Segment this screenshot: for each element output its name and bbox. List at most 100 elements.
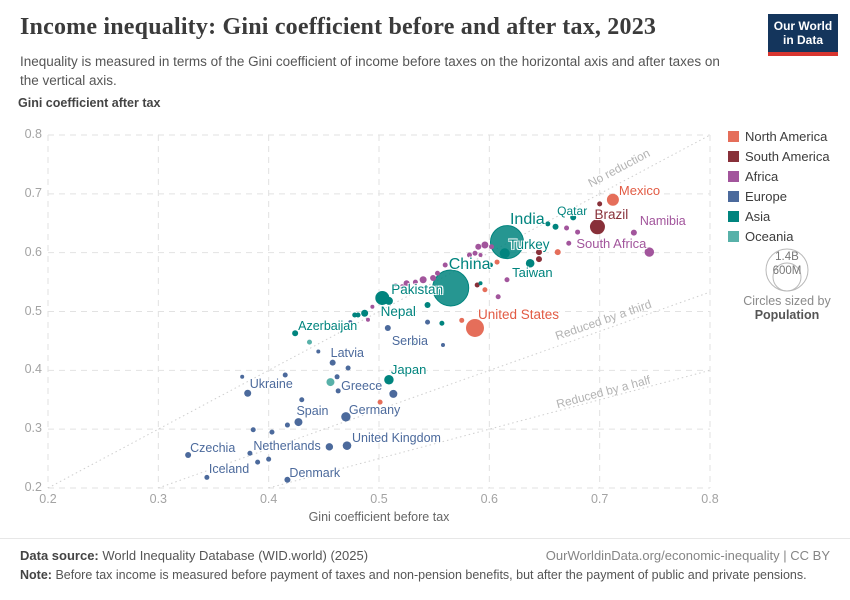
data-point-asia[interactable]	[424, 302, 431, 309]
data-point-europe[interactable]	[316, 349, 321, 354]
data-point-iceland[interactable]	[204, 474, 210, 480]
data-point-taiwan[interactable]	[525, 258, 535, 268]
data-point-azerbaijan[interactable]	[292, 330, 299, 337]
data-point-asia[interactable]	[439, 320, 445, 326]
owid-credit-link[interactable]: OurWorldinData.org/economic-inequality |…	[545, 548, 830, 563]
legend-item-africa[interactable]: Africa	[728, 169, 830, 184]
country-label-denmark[interactable]: Denmark	[289, 465, 341, 480]
country-label-namibia[interactable]: Namibia	[639, 213, 686, 228]
country-label-united-kingdom[interactable]: United Kingdom	[352, 430, 441, 445]
data-point-china[interactable]	[432, 269, 470, 307]
data-point-europe[interactable]	[299, 397, 305, 403]
data-point-europe[interactable]	[240, 374, 245, 379]
data-point-africa[interactable]	[489, 244, 495, 250]
country-label-india[interactable]: India	[509, 211, 545, 229]
data-point-north-america[interactable]	[482, 287, 488, 293]
data-point-africa[interactable]	[504, 277, 510, 283]
country-label-czechia[interactable]: Czechia	[190, 441, 236, 456]
data-point-north-america[interactable]	[494, 259, 500, 265]
data-point-europe[interactable]	[250, 427, 256, 433]
country-label-japan[interactable]: Japan	[390, 361, 427, 377]
country-label-germany[interactable]: Germany	[348, 402, 401, 417]
data-point-nepal[interactable]	[361, 309, 369, 317]
data-point-north-america[interactable]	[554, 249, 561, 256]
data-point-europe[interactable]	[266, 456, 272, 462]
owid-logo[interactable]: Our World in Data	[768, 14, 838, 56]
data-point-africa[interactable]	[475, 243, 482, 250]
country-label-turkey[interactable]: Turkey	[508, 237, 550, 253]
data-point-africa[interactable]	[419, 276, 427, 284]
data-point-namibia[interactable]	[630, 229, 637, 236]
data-point-oceania[interactable]	[326, 378, 335, 387]
country-label-serbia[interactable]: Serbia	[391, 333, 428, 348]
data-point-europe[interactable]	[334, 374, 340, 380]
data-point-mexico[interactable]	[606, 193, 619, 206]
country-label-south-africa[interactable]: South Africa	[576, 236, 647, 252]
country-label-azerbaijan[interactable]: Azerbaijan	[298, 319, 358, 334]
data-point-europe[interactable]	[269, 429, 275, 435]
country-label-brazil[interactable]: Brazil	[594, 206, 629, 222]
data-point-africa[interactable]	[472, 250, 478, 256]
data-point-qatar[interactable]	[570, 214, 577, 221]
country-label-taiwan[interactable]: Taiwan	[512, 265, 553, 281]
data-point-africa[interactable]	[466, 252, 472, 258]
data-point-india[interactable]	[489, 225, 524, 260]
data-point-japan[interactable]	[384, 375, 394, 385]
data-point-south-america[interactable]	[474, 282, 480, 288]
data-point-africa[interactable]	[370, 304, 375, 309]
country-label-china[interactable]: China	[448, 255, 491, 273]
data-point-africa[interactable]	[564, 225, 570, 231]
data-point-africa[interactable]	[434, 270, 440, 276]
data-point-africa[interactable]	[481, 241, 489, 249]
data-point-africa[interactable]	[399, 284, 405, 290]
data-point-south-america[interactable]	[535, 256, 542, 263]
data-point-africa[interactable]	[575, 229, 581, 235]
legend-item-europe[interactable]: Europe	[728, 189, 830, 204]
data-point-africa[interactable]	[478, 253, 483, 258]
data-point-europe[interactable]	[255, 459, 261, 465]
data-point-asia[interactable]	[410, 340, 416, 346]
data-point-africa[interactable]	[495, 294, 501, 300]
legend-item-oceania[interactable]: Oceania	[728, 229, 830, 244]
country-label-netherlands[interactable]: Netherlands	[253, 438, 321, 453]
country-label-ukraine[interactable]: Ukraine	[249, 377, 293, 392]
country-label-iceland[interactable]: Iceland	[208, 462, 250, 477]
data-point-africa[interactable]	[412, 279, 418, 285]
data-point-europe[interactable]	[348, 320, 353, 325]
country-label-latvia[interactable]: Latvia	[330, 345, 365, 360]
data-point-ukraine[interactable]	[244, 389, 252, 397]
data-point-brazil[interactable]	[589, 219, 605, 235]
data-point-latvia[interactable]	[329, 359, 336, 366]
data-point-europe[interactable]	[247, 450, 253, 456]
data-point-south-america[interactable]	[535, 249, 542, 256]
data-point-africa[interactable]	[566, 240, 572, 246]
country-label-qatar[interactable]: Qatar	[557, 204, 588, 219]
data-point-africa[interactable]	[430, 274, 437, 281]
data-point-europe[interactable]	[345, 365, 351, 371]
country-label-pakistan[interactable]: Pakistan	[391, 281, 444, 297]
data-point-germany[interactable]	[341, 412, 351, 422]
data-point-europe[interactable]	[282, 372, 288, 378]
legend-item-south-america[interactable]: South America	[728, 149, 830, 164]
data-point-oceania[interactable]	[306, 339, 312, 345]
data-point-asia[interactable]	[478, 281, 483, 286]
data-point-africa[interactable]	[393, 283, 398, 288]
data-point-asia[interactable]	[552, 223, 559, 230]
data-point-north-america[interactable]	[377, 399, 383, 405]
data-point-serbia[interactable]	[384, 324, 391, 331]
country-label-nepal[interactable]: Nepal	[380, 304, 416, 320]
country-label-spain[interactable]: Spain	[296, 404, 329, 419]
data-point-north-america[interactable]	[459, 317, 465, 323]
country-label-greece[interactable]: Greece	[341, 378, 383, 393]
data-point-africa[interactable]	[442, 262, 448, 268]
data-point-czechia[interactable]	[185, 452, 192, 459]
data-point-greece[interactable]	[335, 388, 341, 394]
legend-item-asia[interactable]: Asia	[728, 209, 830, 224]
data-point-europe[interactable]	[389, 389, 398, 398]
data-point-south-africa[interactable]	[644, 247, 655, 257]
scatter-plot-area[interactable]: No reduction Reduced by a third Reduced by…	[47, 134, 711, 489]
data-point-asia[interactable]	[384, 296, 393, 305]
data-point-asia[interactable]	[355, 312, 361, 318]
country-label-mexico[interactable]: Mexico	[618, 182, 661, 198]
data-point-asia[interactable]	[433, 285, 442, 294]
